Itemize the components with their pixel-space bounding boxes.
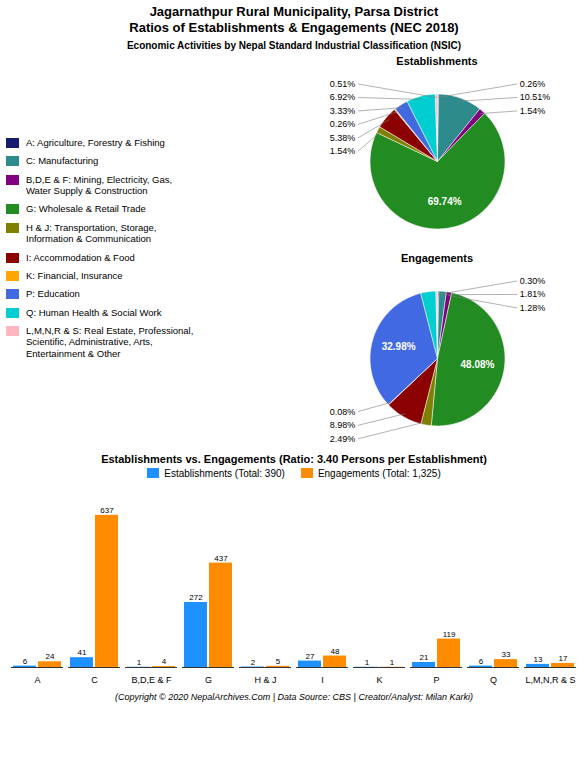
svg-text:0.08%: 0.08%	[330, 406, 356, 416]
svg-text:B,D,E & F: B,D,E & F	[131, 674, 172, 684]
svg-text:1.54%: 1.54%	[330, 146, 356, 156]
svg-text:L,M,N,R & S: L,M,N,R & S	[525, 674, 575, 684]
svg-text:32.98%: 32.98%	[382, 341, 416, 352]
svg-text:69.74%: 69.74%	[428, 195, 462, 206]
svg-text:27: 27	[306, 651, 315, 660]
html-text:Establishments: Establishments	[396, 54, 478, 67]
svg-text:2.49%: 2.49%	[330, 433, 356, 443]
html-text:Establishments vs. Engagements: Establishments vs. Engagements (Ratio: 3…	[101, 452, 487, 465]
svg-text:6.92%: 6.92%	[330, 92, 356, 102]
svg-text:I: I	[321, 674, 324, 684]
svg-text:48.08%: 48.08%	[461, 358, 495, 369]
svg-text:24: 24	[46, 652, 55, 661]
svg-text:33: 33	[502, 650, 511, 659]
svg-text:1: 1	[365, 657, 370, 666]
svg-text:3.33%: 3.33%	[330, 105, 356, 115]
html-text:A: Agriculture, Forestry & Fis: A: Agriculture, Forestry & Fishing	[26, 136, 165, 148]
svg-text:1: 1	[137, 657, 142, 666]
html-text:G: Wholesale & Retail Trade: G: Wholesale & Retail Trade	[26, 203, 146, 215]
html-text:Engagements: Engagements	[400, 251, 474, 264]
svg-text:0.26%: 0.26%	[330, 119, 356, 129]
html-text:(Copyright © 2020 NepalArchive: (Copyright © 2020 NepalArchives.Com | Da…	[115, 691, 473, 702]
html-text:K: Financial, Insurance: K: Financial, Insurance	[26, 269, 123, 281]
html-text:H & J: Transportation, Storage: H & J: Transportation, Storage, Informat…	[26, 221, 157, 245]
svg-text:P: P	[433, 674, 439, 684]
svg-text:5.38%: 5.38%	[330, 132, 356, 142]
html-text:Jagarnathpur Rural Municipalit: Jagarnathpur Rural Municipality, Parsa D…	[129, 4, 459, 36]
svg-text:5: 5	[276, 656, 281, 665]
html-text:Engagements (Total: 1,325): Engagements (Total: 1,325)	[317, 467, 441, 479]
html-text:Economic Activities by Nepal S: Economic Activities by Nepal Standard In…	[126, 39, 462, 51]
svg-text:437: 437	[214, 553, 228, 562]
svg-text:H & J: H & J	[254, 674, 276, 684]
svg-text:1.28%: 1.28%	[520, 302, 546, 312]
html-text:Q: Human Health & Social Work: Q: Human Health & Social Work	[26, 306, 162, 318]
html-text:Establishments (Total: 390): Establishments (Total: 390)	[164, 467, 285, 479]
svg-text:637: 637	[100, 505, 114, 514]
svg-text:4: 4	[162, 657, 167, 666]
svg-text:G: G	[205, 674, 212, 684]
svg-text:119: 119	[443, 629, 456, 638]
svg-text:1: 1	[390, 657, 395, 666]
svg-text:17: 17	[559, 653, 568, 662]
html-text:P: Education: P: Education	[26, 288, 80, 300]
html-text:C: Manufacturing: C: Manufacturing	[26, 155, 99, 167]
svg-text:0.51%: 0.51%	[330, 78, 356, 88]
svg-text:0.26%: 0.26%	[520, 78, 546, 88]
svg-text:0.30%: 0.30%	[520, 275, 546, 285]
svg-text:Q: Q	[490, 674, 497, 684]
html-text:L,M,N,R & S: Real Estate, Prof: L,M,N,R & S: Real Estate, Professional, …	[26, 325, 194, 359]
svg-text:13: 13	[534, 654, 543, 663]
svg-text:8.98%: 8.98%	[330, 420, 356, 430]
svg-text:A: A	[34, 674, 40, 684]
svg-text:21: 21	[420, 653, 429, 662]
svg-text:6: 6	[23, 656, 28, 665]
svg-text:K: K	[376, 674, 382, 684]
svg-text:10.51%: 10.51%	[520, 92, 551, 102]
html-text:B,D,E & F: Mining, Electricity: B,D,E & F: Mining, Electricity, Gas, Wat…	[26, 173, 173, 196]
html-text:I: Accommodation & Food: I: Accommodation & Food	[26, 251, 135, 263]
svg-text:2: 2	[251, 657, 256, 666]
svg-text:48: 48	[331, 646, 340, 655]
svg-text:272: 272	[189, 593, 203, 602]
svg-text:41: 41	[78, 648, 87, 657]
svg-text:6: 6	[479, 656, 484, 665]
svg-text:1.54%: 1.54%	[520, 105, 546, 115]
svg-text:1.81%: 1.81%	[520, 289, 546, 299]
svg-text:C: C	[91, 674, 98, 684]
